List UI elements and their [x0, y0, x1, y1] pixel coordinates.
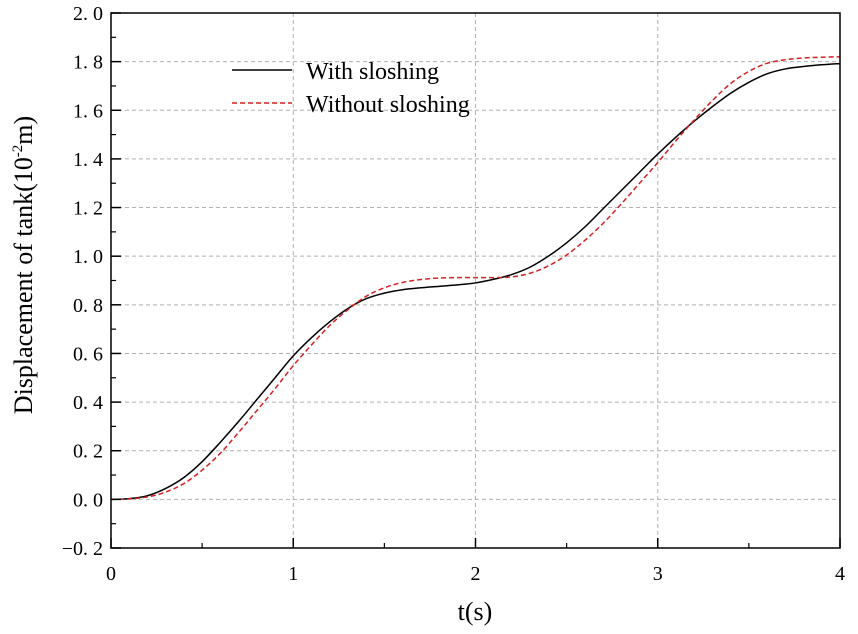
legend-label-without-sloshing: Without sloshing	[306, 92, 470, 118]
y-axis-title-main: Displacement of tank(10	[9, 157, 38, 414]
grid-lines	[111, 13, 840, 548]
x-tick-label: 2	[471, 563, 481, 585]
series-lines	[110, 56, 841, 501]
y-axis-title-superscript: -2	[10, 145, 26, 158]
y-tick-label: 1. 8	[73, 52, 103, 74]
x-tick-label: 1	[288, 563, 298, 585]
series-line-without-sloshing	[110, 56, 841, 501]
y-tick-label: 0. 6	[73, 343, 103, 365]
legend: With sloshing Without sloshing	[232, 59, 470, 118]
series-line-with-sloshing	[110, 62, 841, 501]
y-tick-label: 0. 4	[73, 392, 103, 414]
y-axis-title: Displacement of tank(10-2m)	[9, 116, 38, 414]
x-tick-label: 0	[106, 563, 116, 585]
x-tick-label: 3	[653, 563, 663, 585]
y-tick-label: 1. 6	[73, 100, 103, 122]
x-tick-label: 4	[835, 563, 845, 585]
x-axis-title: t(s)	[458, 597, 493, 626]
legend-label-with-sloshing: With sloshing	[306, 59, 439, 85]
y-tick-label: 1. 4	[73, 149, 103, 171]
y-tick-label: 0. 8	[73, 295, 103, 317]
y-axis-title-unit: m)	[9, 116, 38, 145]
y-tick-label: 1. 2	[73, 198, 103, 220]
y-tick-label: 0. 0	[73, 489, 103, 511]
y-tick-label: 0. 2	[73, 441, 103, 463]
axis-ticks: 0 1 2 3 4 −0. 2 0. 0 0. 2 0. 4 0. 6 0. 8 1. 0 1. 2 1.…	[62, 3, 845, 585]
y-tick-label: 2. 0	[73, 3, 103, 25]
y-tick-label: 1. 0	[73, 246, 103, 268]
y-tick-label: −0. 2	[62, 538, 103, 560]
plot-frame	[110, 12, 841, 549]
